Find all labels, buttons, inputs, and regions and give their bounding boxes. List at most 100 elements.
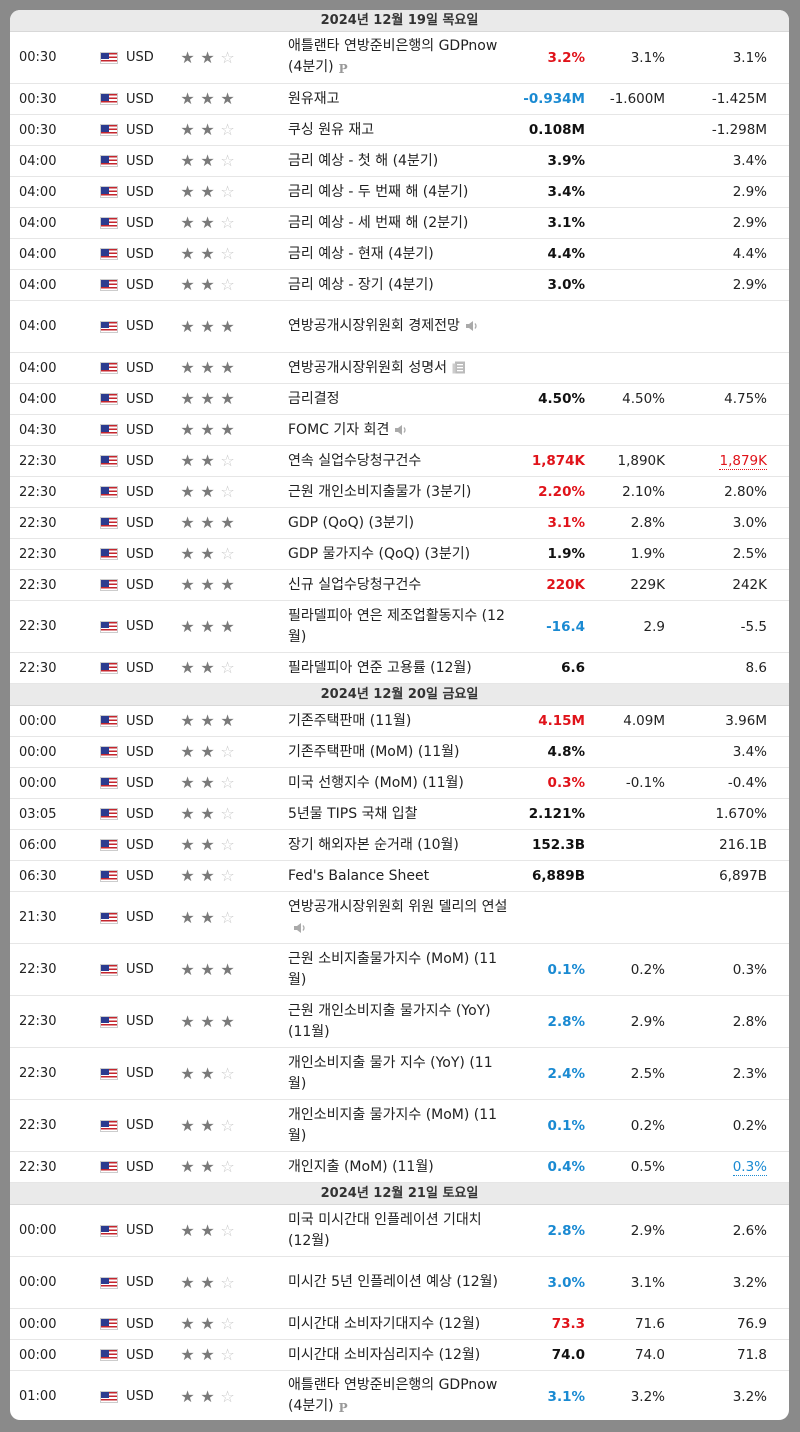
event-name[interactable]: 미국 미시간대 인플레이션 기대치 (12월) xyxy=(288,1210,508,1252)
event-row[interactable]: 00:00 USD ★ ★ ☆ 미시간 5년 인플레이션 예상 (12월) 3.0% 3.1%… xyxy=(10,1257,789,1309)
event-row[interactable]: 00:30 USD ★ ★ ☆ 쿠싱 원유 재고 0.108M -1.298M xyxy=(10,115,789,146)
event-label[interactable]: 기존주택판매 (MoM) (11월) xyxy=(288,743,460,760)
event-row[interactable]: 06:30 USD ★ ★ ☆ Fed's Balance Sheet 6,889B 6,89… xyxy=(10,861,789,892)
event-label[interactable]: 근원 개인소비지출 물가지수 (YoY) (11월) xyxy=(288,1002,491,1040)
event-row[interactable]: 04:00 USD ★ ★ ☆ 금리 예상 - 첫 해 (4분기) 3.9% 3.4% xyxy=(10,146,789,177)
event-label[interactable]: GDP (QoQ) (3분기) xyxy=(288,514,415,531)
event-row[interactable]: 00:00 USD ★ ★ ☆ 미국 선행지수 (MoM) (11월) 0.3% -0.1% -… xyxy=(10,768,789,799)
event-name[interactable]: 미시간대 소비자심리지수 (12월) xyxy=(288,1345,508,1366)
event-row[interactable]: 22:30 USD ★ ★ ☆ 연속 실업수당청구건수 1,874K 1,890K 1,879K xyxy=(10,446,789,477)
event-row[interactable]: 22:30 USD ★ ★ ☆ 필라델피아 연준 고용률 (12월) 6.6 8.6 xyxy=(10,653,789,684)
event-label[interactable]: 금리 예상 - 세 번째 해 (2분기) xyxy=(288,214,469,231)
event-name[interactable]: 금리 예상 - 현재 (4분기) xyxy=(288,244,508,265)
event-name[interactable]: 연방공개시장위원회 성명서 xyxy=(288,358,508,379)
event-name[interactable]: 미시간대 소비자기대지수 (12월) xyxy=(288,1314,508,1335)
event-row[interactable]: 00:30 USD ★ ★ ★ 원유재고 -0.934M -1.600M -1.425M xyxy=(10,84,789,115)
event-row[interactable]: 22:30 USD ★ ★ ☆ 개인지출 (MoM) (11월) 0.4% 0.5% 0.3% xyxy=(10,1152,789,1183)
event-name[interactable]: 원유재고 xyxy=(288,89,508,110)
event-name[interactable]: 미시간 5년 인플레이션 예상 (12월) xyxy=(288,1272,508,1293)
event-label[interactable]: 연방공개시장위원회 성명서 xyxy=(288,359,448,376)
event-name[interactable]: GDP (QoQ) (3분기) xyxy=(288,513,508,534)
event-name[interactable]: 금리 예상 - 장기 (4분기) xyxy=(288,275,508,296)
event-name[interactable]: 개인소비지출 물가 지수 (YoY) (11월) xyxy=(288,1053,508,1095)
event-label[interactable]: 원유재고 xyxy=(288,90,340,107)
event-row[interactable]: 04:00 USD ★ ★ ☆ 금리 예상 - 장기 (4분기) 3.0% 2.9% xyxy=(10,270,789,301)
event-label[interactable]: 애틀랜타 연방준비은행의 GDPnow (4분기) xyxy=(288,1376,498,1414)
event-name[interactable]: 애틀랜타 연방준비은행의 GDPnow (4분기) P xyxy=(288,1375,508,1419)
event-name[interactable]: 필라델피아 연준 고용률 (12월) xyxy=(288,658,508,679)
event-label[interactable]: 기존주택판매 (11월) xyxy=(288,712,412,729)
event-name[interactable]: 근원 개인소비지출 물가지수 (YoY) (11월) xyxy=(288,1001,508,1043)
event-row[interactable]: 22:30 USD ★ ★ ☆ 근원 개인소비지출물가 (3분기) 2.20% 2.10% 2.… xyxy=(10,477,789,508)
event-row[interactable]: 04:00 USD ★ ★ ☆ 금리 예상 - 현재 (4분기) 4.4% 4.4% xyxy=(10,239,789,270)
previous-label[interactable]: 1,879K xyxy=(719,453,767,470)
speaker-icon[interactable] xyxy=(293,922,307,934)
event-label[interactable]: FOMC 기자 회견 xyxy=(288,421,390,438)
event-label[interactable]: 장기 해외자본 순거래 (10월) xyxy=(288,836,459,853)
event-row[interactable]: 00:00 USD ★ ★ ☆ 미시간대 소비자기대지수 (12월) 73.3 71.6 76.… xyxy=(10,1309,789,1340)
event-name[interactable]: 기존주택판매 (11월) xyxy=(288,711,508,732)
event-label[interactable]: Fed's Balance Sheet xyxy=(288,867,430,884)
event-row[interactable]: 22:30 USD ★ ★ ☆ 개인소비지출 물가지수 (MoM) (11월) 0.1% 0.… xyxy=(10,1100,789,1152)
event-row[interactable]: 22:30 USD ★ ★ ★ 근원 개인소비지출 물가지수 (YoY) (11월) 2.8… xyxy=(10,996,789,1048)
event-label[interactable]: 개인소비지출 물가지수 (MoM) (11월) xyxy=(288,1106,498,1144)
event-label[interactable]: 연방공개시장위원회 위원 델리의 연설 xyxy=(288,898,508,915)
event-label[interactable]: 필라델피아 연은 제조업활동지수 (12월) xyxy=(288,607,505,645)
event-name[interactable]: Fed's Balance Sheet xyxy=(288,866,508,887)
event-row[interactable]: 22:30 USD ★ ★ ☆ 개인소비지출 물가 지수 (YoY) (11월) 2.4% 2… xyxy=(10,1048,789,1100)
event-name[interactable]: 미국 선행지수 (MoM) (11월) xyxy=(288,773,508,794)
event-row[interactable]: 04:00 USD ★ ★ ★ 연방공개시장위원회 경제전망 xyxy=(10,301,789,353)
event-label[interactable]: 애틀랜타 연방준비은행의 GDPnow (4분기) xyxy=(288,37,498,75)
event-name[interactable]: 기존주택판매 (MoM) (11월) xyxy=(288,742,508,763)
previous-label[interactable]: 0.3% xyxy=(732,1159,767,1176)
event-name[interactable]: 근원 개인소비지출물가 (3분기) xyxy=(288,482,508,503)
event-label[interactable]: 미국 미시간대 인플레이션 기대치 (12월) xyxy=(288,1211,482,1249)
event-label[interactable]: 필라델피아 연준 고용률 (12월) xyxy=(288,659,472,676)
event-label[interactable]: 5년물 TIPS 국채 입찰 xyxy=(288,805,418,822)
event-label[interactable]: 근원 개인소비지출물가 (3분기) xyxy=(288,483,472,500)
event-label[interactable]: 쿠싱 원유 재고 xyxy=(288,121,375,138)
event-label[interactable]: 연방공개시장위원회 경제전망 xyxy=(288,318,460,334)
event-name[interactable]: 5년물 TIPS 국채 입찰 xyxy=(288,804,508,825)
event-label[interactable]: 신규 실업수당청구건수 xyxy=(288,576,422,593)
event-row[interactable]: 01:00 USD ★ ★ ☆ 애틀랜타 연방준비은행의 GDPnow (4분기) P 3.1… xyxy=(10,1371,789,1420)
event-row[interactable]: 03:05 USD ★ ★ ☆ 5년물 TIPS 국채 입찰 2.121% 1.670% xyxy=(10,799,789,830)
event-label[interactable]: 개인소비지출 물가 지수 (YoY) (11월) xyxy=(288,1054,493,1092)
document-icon[interactable] xyxy=(452,361,466,374)
event-row[interactable]: 22:30 USD ★ ★ ☆ GDP 물가지수 (QoQ) (3분기) 1.9% 1.9% 2… xyxy=(10,539,789,570)
event-row[interactable]: 00:00 USD ★ ★ ☆ 미국 미시간대 인플레이션 기대치 (12월) 2.8% 2.… xyxy=(10,1205,789,1257)
event-row[interactable]: 22:30 USD ★ ★ ★ GDP (QoQ) (3분기) 3.1% 2.8% 3.0% xyxy=(10,508,789,539)
event-row[interactable]: 21:30 USD ★ ★ ☆ 연방공개시장위원회 위원 델리의 연설 xyxy=(10,892,789,944)
event-name[interactable]: 연속 실업수당청구건수 xyxy=(288,451,508,472)
event-row[interactable]: 22:30 USD ★ ★ ★ 신규 실업수당청구건수 220K 229K 242K xyxy=(10,570,789,601)
event-row[interactable]: 04:00 USD ★ ★ ☆ 금리 예상 - 세 번째 해 (2분기) 3.1% 2.9% xyxy=(10,208,789,239)
event-label[interactable]: 금리 예상 - 현재 (4분기) xyxy=(288,245,434,262)
event-row[interactable]: 00:30 USD ★ ★ ☆ 애틀랜타 연방준비은행의 GDPnow (4분기) P 3.2… xyxy=(10,32,789,84)
event-name[interactable]: 필라델피아 연은 제조업활동지수 (12월) xyxy=(288,606,508,648)
event-label[interactable]: 개인지출 (MoM) (11월) xyxy=(288,1158,434,1175)
event-name[interactable]: 쿠싱 원유 재고 xyxy=(288,120,508,141)
event-row[interactable]: 06:00 USD ★ ★ ☆ 장기 해외자본 순거래 (10월) 152.3B 216.1B xyxy=(10,830,789,861)
event-name[interactable]: 연방공개시장위원회 위원 델리의 연설 xyxy=(288,897,508,939)
event-name[interactable]: 애틀랜타 연방준비은행의 GDPnow (4분기) P xyxy=(288,36,508,80)
event-name[interactable]: GDP 물가지수 (QoQ) (3분기) xyxy=(288,544,508,565)
event-row[interactable]: 00:00 USD ★ ★ ☆ 기존주택판매 (MoM) (11월) 4.8% 3.4% xyxy=(10,737,789,768)
event-name[interactable]: 금리 예상 - 두 번째 해 (4분기) xyxy=(288,182,508,203)
event-row[interactable]: 22:30 USD ★ ★ ★ 근원 소비지출물가지수 (MoM) (11월) 0.1% 0.… xyxy=(10,944,789,996)
event-row[interactable]: 04:00 USD ★ ★ ★ 금리결정 4.50% 4.50% 4.75% xyxy=(10,384,789,415)
event-row[interactable]: 04:30 USD ★ ★ ★ FOMC 기자 회견 xyxy=(10,415,789,446)
event-label[interactable]: 금리결정 xyxy=(288,390,340,407)
event-name[interactable]: 신규 실업수당청구건수 xyxy=(288,575,508,596)
event-row[interactable]: 00:00 USD ★ ★ ☆ 미시간대 소비자심리지수 (12월) 74.0 74.0 71.… xyxy=(10,1340,789,1371)
event-name[interactable]: 개인지출 (MoM) (11월) xyxy=(288,1157,508,1178)
event-label[interactable]: 연속 실업수당청구건수 xyxy=(288,452,422,469)
event-row[interactable]: 04:00 USD ★ ★ ☆ 금리 예상 - 두 번째 해 (4분기) 3.4% 2.9% xyxy=(10,177,789,208)
event-label[interactable]: GDP 물가지수 (QoQ) (3분기) xyxy=(288,545,471,562)
event-name[interactable]: 금리 예상 - 세 번째 해 (2분기) xyxy=(288,213,508,234)
event-row[interactable]: 22:30 USD ★ ★ ★ 필라델피아 연은 제조업활동지수 (12월) -16.4 2.… xyxy=(10,601,789,653)
event-label[interactable]: 미시간 5년 인플레이션 예상 (12월) xyxy=(288,1274,499,1290)
speaker-icon[interactable] xyxy=(465,320,479,332)
event-name[interactable]: 근원 소비지출물가지수 (MoM) (11월) xyxy=(288,949,508,991)
event-label[interactable]: 미시간대 소비자기대지수 (12월) xyxy=(288,1315,481,1332)
event-label[interactable]: 미시간대 소비자심리지수 (12월) xyxy=(288,1346,481,1363)
